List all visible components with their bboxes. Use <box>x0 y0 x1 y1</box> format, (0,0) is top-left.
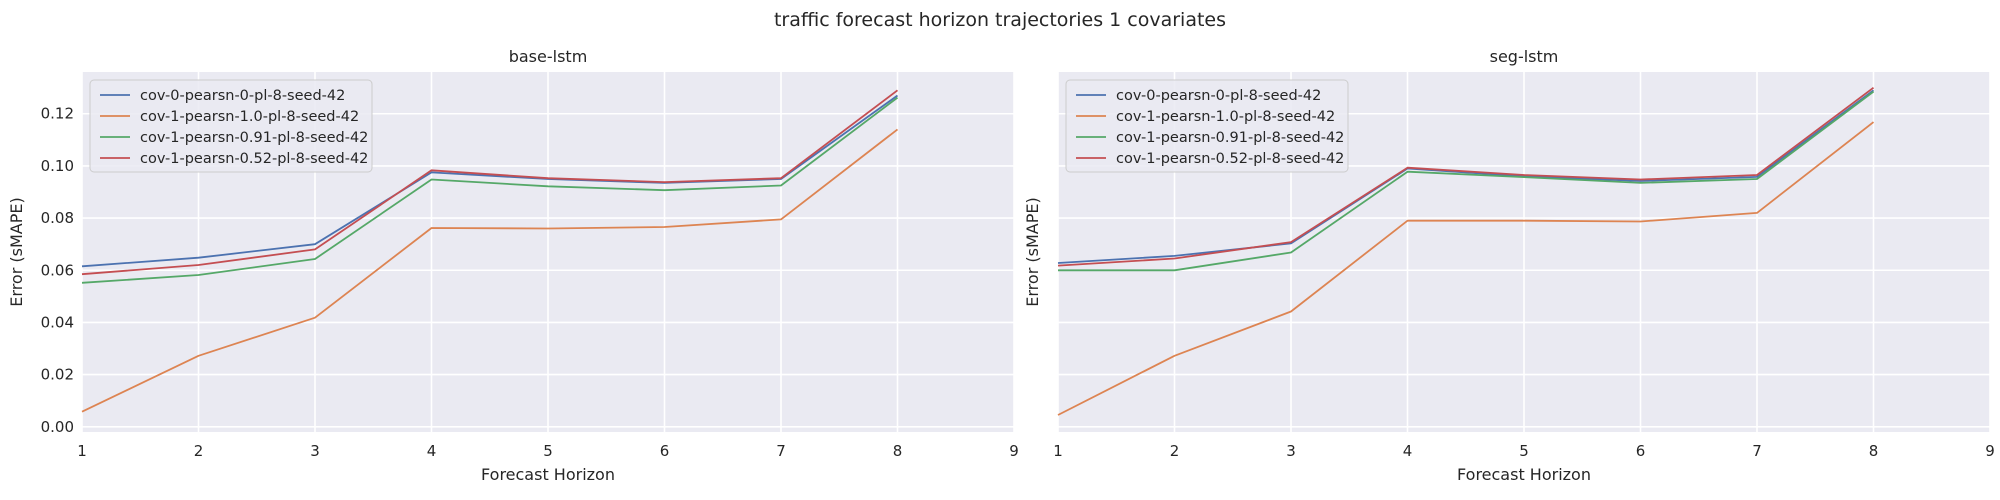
legend-label: cov-1-pearsn-0.52-pl-8-seed-42 <box>1116 151 1344 167</box>
x-tick-label: 5 <box>1519 442 1529 460</box>
x-tick-label: 6 <box>660 442 670 460</box>
panel-base-lstm: 1 2 3 4 5 6 7 8 9 0.00 0.02 0.04 0.06 0.08 0.10 0.12 bas… <box>7 47 1019 484</box>
series-line-cov-1-pearsn-0.91-pl-8-seed-42 <box>1058 90 1875 272</box>
x-tick-label: 3 <box>1286 442 1296 460</box>
legend: cov-0-pearsn-0-pl-8-seed-42 cov-1-pearsn-… <box>1065 79 1349 173</box>
y-axis-label: Error (sMAPE) <box>7 197 26 306</box>
figure-title: traffic forecast horizon trajectories 1 … <box>774 9 1226 31</box>
x-tick-label: 9 <box>1985 442 1995 460</box>
subplot-title: base-lstm <box>509 47 588 66</box>
x-tick-label: 1 <box>1053 442 1063 460</box>
x-tick-label: 5 <box>543 442 553 460</box>
x-tick-label: 6 <box>1636 442 1646 460</box>
y-tick-label: 0.00 <box>41 418 74 436</box>
legend-label: cov-1-pearsn-1.0-pl-8-seed-42 <box>1116 109 1335 125</box>
series-line-cov-1-pearsn-1.0-pl-8-seed-42 <box>1057 121 1875 416</box>
legend-label: cov-1-pearsn-0.52-pl-8-seed-42 <box>140 151 368 167</box>
x-tick-label: 2 <box>194 442 204 460</box>
y-tick-label: 0.04 <box>41 313 74 331</box>
legend-label: cov-1-pearsn-0.91-pl-8-seed-42 <box>140 130 368 146</box>
legend-box <box>89 79 373 173</box>
y-tick-label: 0.10 <box>41 157 74 175</box>
legend: cov-0-pearsn-0-pl-8-seed-42 cov-1-pearsn-… <box>89 79 373 173</box>
series-line-cov-1-pearsn-0.91-pl-8-seed-42 <box>81 96 899 284</box>
y-axis-label: Error (sMAPE) <box>1023 197 1042 306</box>
x-tick-label: 2 <box>1170 442 1180 460</box>
x-axis-label: Forecast Horizon <box>1457 465 1591 484</box>
y-tick-label: 0.08 <box>41 209 74 227</box>
panel-seg-lstm: 1 2 3 4 5 6 7 8 9 seg-lstm Forecast Horizon Error (… <box>1023 47 1995 484</box>
subplot-title: seg-lstm <box>1490 47 1559 66</box>
x-tick-label: 3 <box>310 442 320 460</box>
series-line-cov-1-pearsn-1.0-pl-8-seed-42 <box>81 128 899 413</box>
series-line-cov-1-pearsn-0.52-pl-8-seed-42 <box>1057 86 1875 267</box>
x-tick-label: 4 <box>427 442 437 460</box>
x-tick-label: 4 <box>1403 442 1413 460</box>
y-tick-label: 0.12 <box>41 105 74 123</box>
legend-label: cov-1-pearsn-1.0-pl-8-seed-42 <box>140 109 359 125</box>
x-tick-label: 7 <box>1752 442 1762 460</box>
x-tick-label: 1 <box>77 442 87 460</box>
series-line-cov-0-pearsn-0-pl-8-seed-42 <box>1057 89 1875 264</box>
x-tick-label: 8 <box>893 442 903 460</box>
legend-label: cov-0-pearsn-0-pl-8-seed-42 <box>140 88 345 104</box>
x-tick-label: 7 <box>776 442 786 460</box>
subplots: 1 2 3 4 5 6 7 8 9 0.00 0.02 0.04 0.06 0.08 0.10 0.12 bas… <box>7 47 1995 484</box>
series-line-cov-1-pearsn-0.52-pl-8-seed-42 <box>81 89 899 276</box>
legend-label: cov-1-pearsn-0.91-pl-8-seed-42 <box>1116 130 1344 146</box>
y-tick-label: 0.02 <box>41 366 74 384</box>
legend-box <box>1065 79 1349 173</box>
x-tick-label: 9 <box>1009 442 1019 460</box>
x-axis-label: Forecast Horizon <box>481 465 615 484</box>
x-tick-label: 8 <box>1869 442 1879 460</box>
y-tick-label: 0.06 <box>41 261 74 279</box>
legend-label: cov-0-pearsn-0-pl-8-seed-42 <box>1116 88 1321 104</box>
